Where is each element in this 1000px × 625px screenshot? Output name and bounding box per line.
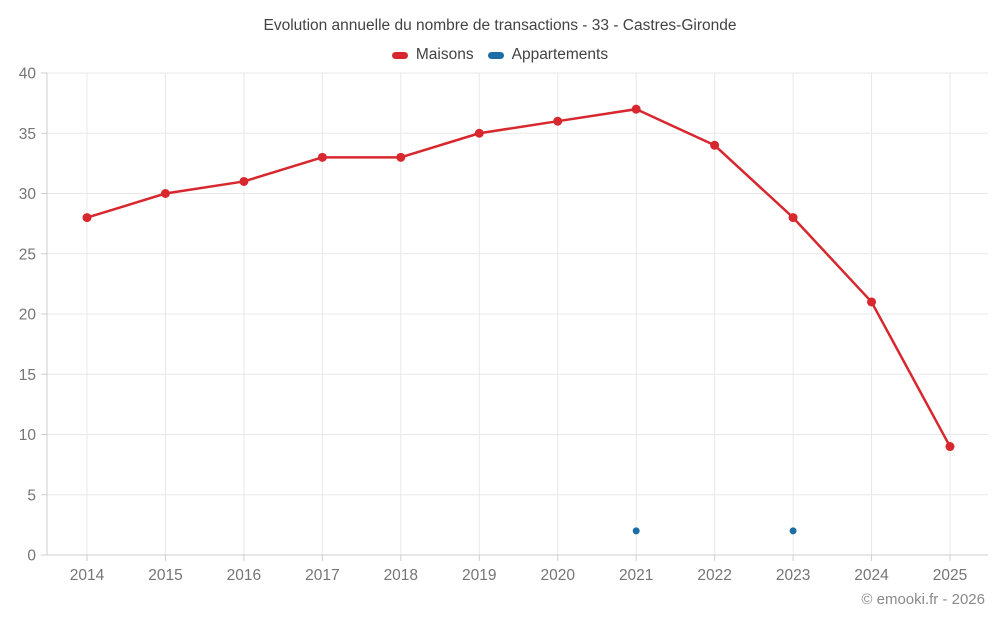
maisons-point[interactable] [945, 442, 955, 452]
x-tick-label: 2014 [70, 567, 105, 584]
x-tick-label: 2019 [462, 567, 496, 584]
x-tick-label: 2016 [227, 567, 261, 584]
appartements-legend-label: Appartements [511, 46, 609, 63]
y-tick-label: 20 [19, 307, 37, 324]
chart-legend: Maisons Appartements [0, 46, 1000, 64]
x-axis-labels: 2014 2015 2016 2017 2018 2019 2020 2021 2022 2023… [70, 567, 967, 584]
x-tick-label: 2021 [619, 567, 653, 584]
y-axis-labels: 0 5 10 15 20 25 30 35 40 [19, 66, 37, 565]
maisons-point[interactable] [553, 116, 563, 126]
maisons-point[interactable] [631, 104, 641, 114]
x-tick-label: 2024 [854, 567, 889, 584]
x-tick-label: 2018 [384, 567, 418, 584]
maisons-legend-swatch [391, 51, 408, 59]
maisons-point[interactable] [710, 140, 720, 150]
x-tick-label: 2025 [933, 567, 967, 584]
appartements-point[interactable] [789, 527, 797, 535]
x-tick-label: 2015 [148, 567, 182, 584]
maisons-point[interactable] [474, 128, 484, 138]
chart-title: Evolution annuelle du nombre de transact… [263, 17, 737, 34]
y-tick-label: 0 [27, 548, 36, 565]
maisons-point[interactable] [317, 152, 327, 162]
maisons-line [85, 107, 952, 448]
legend-item-maisons[interactable]: Maisons [391, 46, 474, 64]
maisons-point[interactable] [396, 152, 406, 162]
maisons-point[interactable] [788, 213, 798, 223]
maisons-point[interactable] [82, 213, 92, 223]
x-tick-label: 2022 [697, 567, 731, 584]
appartements-point[interactable] [632, 527, 640, 535]
maisons-legend-label: Maisons [415, 46, 474, 63]
y-tick-label: 5 [27, 487, 36, 504]
maisons-point[interactable] [867, 297, 877, 307]
x-tick-label: 2017 [305, 567, 339, 584]
maisons-point[interactable] [160, 189, 170, 198]
y-tick-label: 10 [19, 427, 37, 444]
maisons-point[interactable] [239, 176, 249, 186]
legend-item-appartements[interactable]: Appartements [487, 46, 609, 64]
y-tick-label: 35 [19, 126, 36, 143]
copyright-text: © emooki.fr - 2026 [861, 591, 985, 608]
y-tick-label: 25 [19, 246, 36, 263]
y-tick-label: 30 [19, 186, 37, 203]
y-tick-label: 40 [19, 66, 37, 83]
x-tick-label: 2023 [776, 567, 810, 584]
axes [41, 72, 988, 561]
gridlines [47, 72, 988, 556]
appartements-legend-swatch [487, 51, 504, 59]
x-tick-label: 2020 [540, 567, 575, 584]
y-tick-label: 15 [19, 367, 36, 384]
